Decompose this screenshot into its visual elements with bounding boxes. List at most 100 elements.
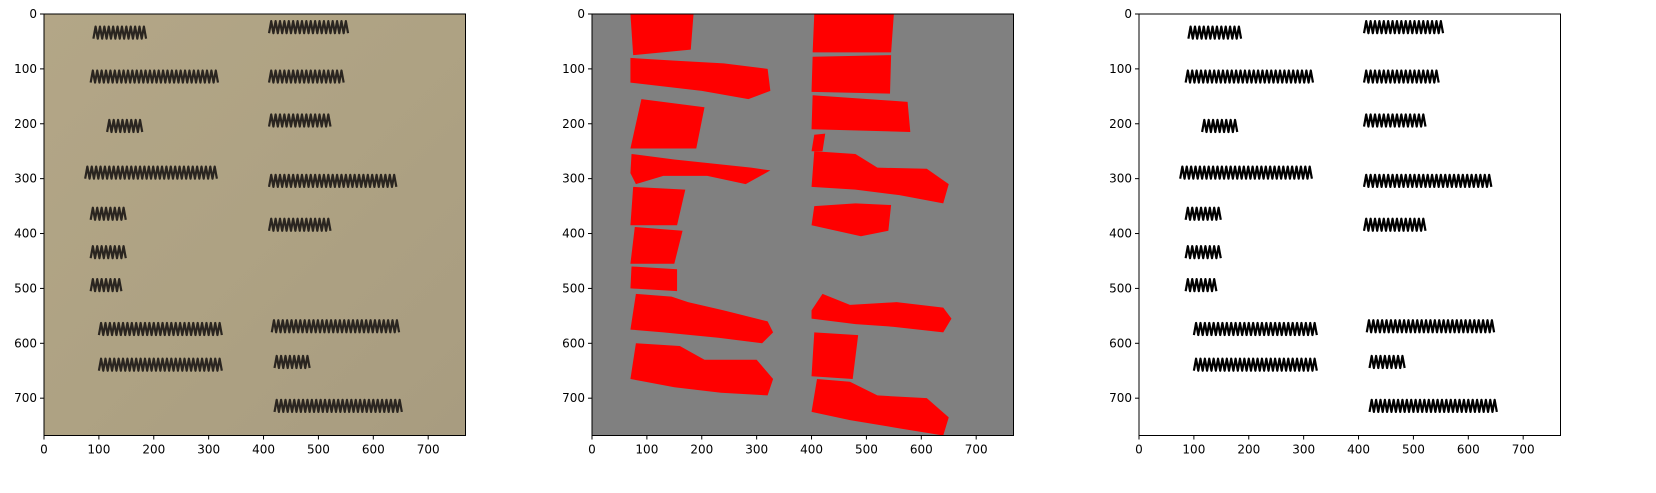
y-tick-label: 600 [1109,336,1132,350]
x-tick-label: 200 [1237,443,1260,457]
text-region [811,293,952,333]
y-tick-label: 400 [1109,227,1132,241]
handwriting [97,357,223,372]
x-tick-label: 100 [87,443,110,457]
y-tick-label: 500 [562,281,585,295]
handwriting [267,173,398,188]
text-region [630,186,686,226]
handwriting [267,113,332,128]
handwriting [1368,354,1406,370]
y-tick-label: 700 [14,391,37,405]
text-region [630,57,771,100]
x-tick-label: 100 [635,443,658,457]
x-tick-label: 400 [1347,443,1370,457]
y-tick-label: 300 [562,172,585,186]
x-tick-label: 600 [910,443,933,457]
image-panel: 0 100 200 300 400 500 600 700 0 100 200 300 400 500 60… [14,7,466,457]
x-tick-label: 0 [1135,443,1143,457]
x-tick-label: 100 [1182,443,1205,457]
handwriting [267,69,345,84]
x-tick-label: 600 [1457,443,1480,457]
handwriting [89,206,127,221]
text-region [811,378,949,436]
handwriting [273,354,311,370]
axes-frame [43,13,466,436]
axes-frame [591,13,1014,436]
handwriting [89,277,123,293]
handwriting [1184,277,1218,293]
handwriting [1368,398,1498,413]
text-region [630,266,678,292]
x-tick-label: 600 [362,443,385,457]
x-tick-label: 0 [40,443,48,457]
handwriting [267,217,332,232]
handwriting [267,20,350,35]
handwriting [1365,319,1496,334]
handwriting [1201,118,1239,134]
x-tick-label: 700 [1512,443,1535,457]
x-tick-label: 500 [307,443,330,457]
x-tick-label: 300 [197,443,220,457]
y-tick-label: 200 [562,117,585,131]
handwriting [89,69,220,84]
text-region [630,153,771,185]
x-tick-label: 0 [588,443,596,457]
y-tick-label: 600 [562,336,585,350]
text-region [812,14,894,53]
y-tick-label: 500 [14,281,37,295]
handwriting [1362,20,1445,35]
x-tick-label: 500 [855,443,878,457]
y-tick-label: 300 [1109,172,1132,186]
x-tick-label: 200 [690,443,713,457]
handwriting [84,165,218,180]
text-region [811,203,892,237]
text-region [630,14,694,56]
handwriting [1184,206,1222,221]
text-region [630,99,705,149]
y-tick-label: 0 [577,7,585,21]
y-tick-label: 500 [1109,281,1132,295]
handwriting [1187,25,1243,40]
handwriting [270,319,401,334]
text-region [630,293,774,344]
text-region [811,151,949,204]
x-tick-label: 400 [252,443,275,457]
handwriting [1184,69,1315,84]
text-region [630,343,774,396]
handwriting [89,245,127,260]
x-tick-label: 400 [800,443,823,457]
handwriting [1362,173,1493,188]
handwriting [106,118,144,134]
x-tick-label: 300 [1292,443,1315,457]
y-tick-label: 300 [14,172,37,186]
handwriting [1192,321,1318,337]
y-tick-label: 700 [1109,391,1132,405]
y-tick-label: 200 [14,117,37,131]
handwriting [1192,357,1318,372]
y-tick-label: 700 [562,391,585,405]
x-tick-label: 700 [417,443,440,457]
text-region [811,133,826,152]
text-region [811,95,911,132]
x-tick-label: 300 [745,443,768,457]
handwriting [1362,69,1440,84]
handwriting [97,321,223,337]
y-tick-label: 600 [14,336,37,350]
image-panel: 0 100 200 300 400 500 600 700 0 100 200 300 400 500 60… [562,7,1014,457]
handwriting [1184,245,1222,260]
text-region [811,55,892,94]
image-panel: 0 100 200 300 400 500 600 700 0 100 200 300 400 500 60… [1109,7,1561,457]
y-tick-label: 100 [14,62,37,76]
image-background [1139,14,1561,436]
handwriting [1362,217,1427,232]
handwriting [273,398,403,413]
y-tick-label: 400 [562,227,585,241]
x-tick-label: 700 [965,443,988,457]
handwriting [92,25,148,40]
text-region [630,226,683,264]
y-tick-label: 0 [29,7,37,21]
x-tick-label: 500 [1402,443,1425,457]
y-tick-label: 200 [1109,117,1132,131]
x-tick-label: 200 [142,443,165,457]
